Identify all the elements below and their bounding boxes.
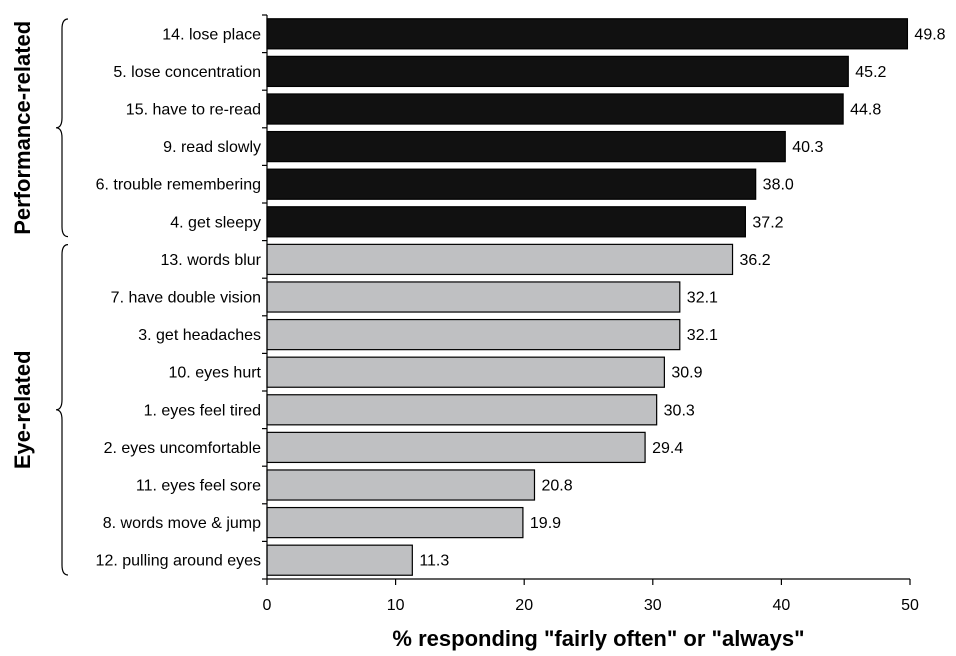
bar (266, 55, 849, 88)
value-labels: 49.8 45.2 44.8 40.3 38.0 37.2 36.2 32.1 32.1 30.9… (419, 26, 945, 569)
bar (266, 243, 734, 276)
value-label: 37.2 (752, 214, 783, 231)
category-label: 10. eyes hurt (169, 365, 262, 382)
category-label: 13. words blur (161, 252, 262, 269)
x-tick-label: 30 (644, 597, 662, 614)
category-label: 5. lose concentration (113, 64, 261, 81)
value-label: 11.3 (419, 553, 449, 570)
category-label: 4. get sleepy (170, 214, 261, 231)
category-label: 15. have to re-read (126, 102, 261, 119)
bar (266, 206, 746, 238)
value-label: 32.1 (687, 327, 718, 344)
x-tick-label: 50 (901, 597, 919, 614)
category-label: 1. eyes feel tired (144, 402, 261, 419)
value-label: 38.0 (763, 177, 794, 194)
group-braces: Performance-related Eye-related (10, 18, 69, 576)
x-axis-title: % responding "fairly often" or "always" (392, 626, 804, 651)
bar (266, 356, 665, 388)
value-label: 20.8 (541, 478, 572, 495)
x-tick-label: 40 (773, 597, 791, 614)
x-tick-label: 10 (387, 597, 405, 614)
group-brace (55, 244, 69, 576)
group-brace (55, 18, 69, 238)
group-label: Performance-related (10, 21, 35, 235)
category-label: 8. words move & jump (103, 515, 261, 532)
category-label: 2. eyes uncomfortable (104, 440, 262, 457)
value-label: 30.3 (664, 402, 695, 419)
value-label: 19.9 (530, 515, 561, 532)
category-label: 7. have double vision (111, 290, 261, 307)
bar (266, 130, 786, 163)
bar (266, 318, 681, 351)
bar (266, 544, 413, 576)
category-label: 3. get headaches (138, 327, 261, 344)
bar (266, 469, 536, 501)
category-label: 14. lose place (162, 26, 261, 43)
x-ticks: 0 10 20 30 40 50 (263, 579, 919, 614)
category-label: 12. pulling around eyes (96, 553, 261, 570)
category-label: 11. eyes feel sore (136, 478, 261, 495)
bar (266, 431, 646, 464)
group-label: Eye-related (10, 350, 35, 469)
x-tick-label: 0 (263, 597, 272, 614)
bar (266, 18, 909, 50)
bar (266, 506, 524, 539)
value-label: 40.3 (792, 139, 823, 156)
bar (266, 93, 844, 125)
bar (266, 168, 757, 200)
axes (266, 15, 910, 580)
bars-layer (266, 18, 909, 576)
y-ticks (262, 14, 267, 580)
category-label: 9. read slowly (163, 139, 261, 156)
value-label: 44.8 (850, 102, 881, 119)
value-label: 30.9 (671, 365, 702, 382)
category-labels: 14. lose place 5. lose concentration 15. h… (96, 26, 262, 569)
category-label: 6. trouble remembering (96, 177, 261, 194)
value-label: 49.8 (914, 26, 945, 43)
value-label: 45.2 (855, 64, 886, 81)
value-label: 36.2 (740, 252, 771, 269)
value-label: 32.1 (687, 290, 718, 307)
x-tick-label: 20 (515, 597, 533, 614)
bar (266, 281, 681, 313)
bar (266, 394, 658, 426)
value-label: 29.4 (652, 440, 683, 457)
